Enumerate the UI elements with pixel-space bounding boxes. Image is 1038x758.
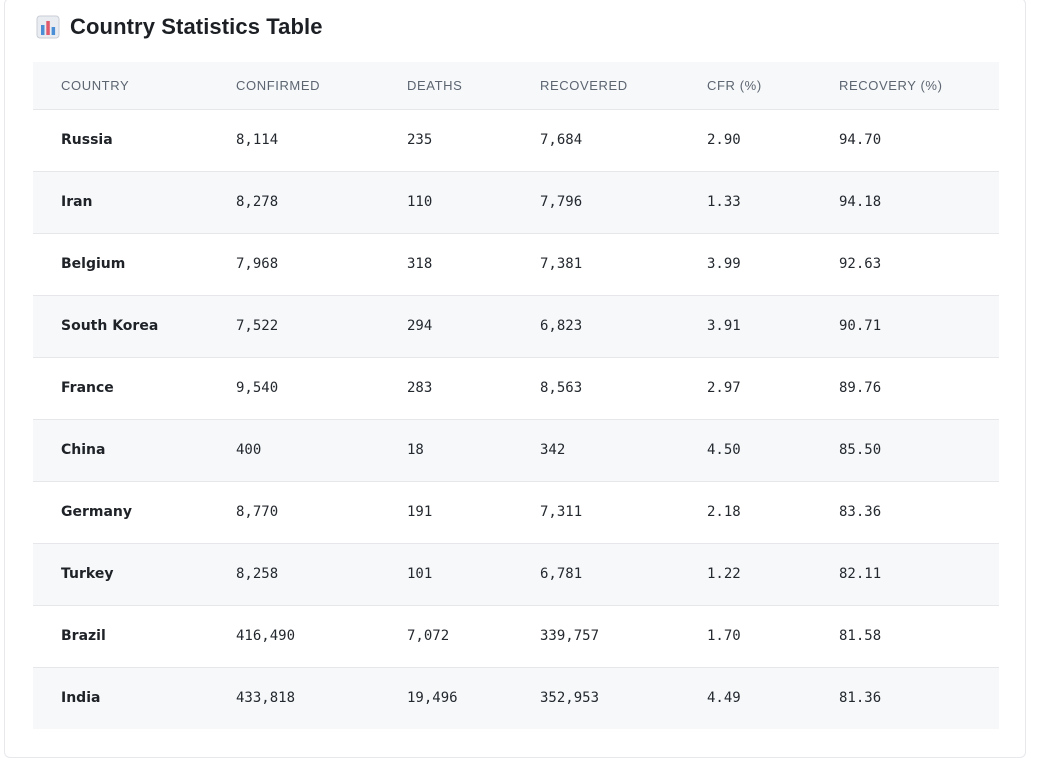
- country-cell: Germany: [33, 481, 236, 544]
- table-row[interactable]: Turkey 8,258 101 6,781 1.22 82.11: [33, 543, 999, 606]
- country-cell: Brazil: [33, 605, 236, 668]
- recovery-cell: 83.36: [839, 481, 999, 544]
- country-cell: Russia: [33, 109, 236, 172]
- recovered-cell: 6,823: [540, 295, 707, 358]
- deaths-cell: 294: [407, 295, 540, 358]
- cfr-cell: 4.50: [707, 419, 839, 482]
- recovery-cell: 81.36: [839, 690, 882, 706]
- column-header-deaths[interactable]: DEATHS: [407, 62, 540, 110]
- column-header-recovered[interactable]: RECOVERED: [540, 62, 707, 110]
- confirmed-cell: 8,114: [236, 109, 407, 172]
- recovery-cell: 94.70: [839, 109, 999, 172]
- confirmed-cell: 9,540: [236, 357, 407, 420]
- confirmed-cell: 8,258: [236, 543, 407, 606]
- recovered-cell: 6,781: [540, 543, 707, 606]
- deaths-cell: 235: [407, 109, 540, 172]
- country-cell: Belgium: [33, 233, 236, 296]
- bar-chart-icon: [36, 15, 60, 39]
- page-title: Country Statistics Table: [70, 14, 323, 39]
- table-row[interactable]: Brazil 416,490 7,072 339,757 1.70 81.58: [33, 605, 999, 668]
- title-row: Country Statistics Table: [36, 12, 323, 42]
- recovered-cell: 352,953: [540, 690, 600, 706]
- cfr-cell: 1.22: [707, 543, 839, 606]
- recovery-cell: 81.58: [839, 605, 999, 668]
- recovered-cell: 7,684: [540, 109, 707, 172]
- deaths-cell: 191: [407, 481, 540, 544]
- country-cell: Iran: [33, 171, 236, 234]
- confirmed-cell: 7,522: [236, 295, 407, 358]
- confirmed-cell: 7,968: [236, 233, 407, 296]
- table-row[interactable]: China 400 18 342 4.50 85.50: [33, 419, 999, 482]
- table-row[interactable]: Germany 8,770 191 7,311 2.18 83.36: [33, 481, 999, 544]
- confirmed-cell: 8,278: [236, 171, 407, 234]
- recovered-cell: 339,757: [540, 605, 707, 668]
- table-row[interactable]: Belgium 7,968 318 7,381 3.99 92.63: [33, 233, 999, 296]
- table-body: Russia 8,114 235 7,684 2.90 94.70 Iran 8,278 110…: [33, 109, 999, 729]
- recovery-cell: 85.50: [839, 419, 999, 482]
- cfr-cell: 3.91: [707, 295, 839, 358]
- deaths-cell: 18: [407, 419, 540, 482]
- column-header-cfr[interactable]: CFR (%): [707, 62, 839, 110]
- column-header-country[interactable]: COUNTRY: [33, 62, 236, 110]
- cfr-cell: 3.99: [707, 233, 839, 296]
- country-stats-table: COUNTRY CONFIRMED DEATHS RECOVERED CFR (…: [33, 62, 999, 729]
- column-header-recovery[interactable]: RECOVERY (%): [839, 62, 999, 110]
- confirmed-cell: 416,490: [236, 605, 407, 668]
- recovery-cell: 89.76: [839, 357, 999, 420]
- recovered-cell: 8,563: [540, 357, 707, 420]
- deaths-cell: 318: [407, 233, 540, 296]
- deaths-cell: 283: [407, 357, 540, 420]
- confirmed-cell: 433,818: [236, 690, 296, 706]
- table-row[interactable]: Iran 8,278 110 7,796 1.33 94.18: [33, 171, 999, 234]
- table-header-row: COUNTRY CONFIRMED DEATHS RECOVERED CFR (…: [33, 62, 999, 110]
- recovered-cell: 7,381: [540, 233, 707, 296]
- recovered-cell: 7,796: [540, 171, 707, 234]
- table-row[interactable]: India 433,818 19,496 352,953 4.49 81.36: [33, 667, 999, 729]
- cfr-cell: 2.18: [707, 481, 839, 544]
- country-cell: South Korea: [33, 295, 236, 358]
- table-row[interactable]: South Korea 7,522 294 6,823 3.91 90.71: [33, 295, 999, 358]
- recovery-cell: 82.11: [839, 543, 999, 606]
- country-cell: India: [61, 690, 101, 706]
- deaths-cell: 19,496: [407, 690, 458, 706]
- country-cell: France: [33, 357, 236, 420]
- cfr-cell: 1.70: [707, 605, 839, 668]
- column-header-confirmed[interactable]: CONFIRMED: [236, 62, 407, 110]
- deaths-cell: 101: [407, 543, 540, 606]
- confirmed-cell: 400: [236, 419, 407, 482]
- table-row[interactable]: Russia 8,114 235 7,684 2.90 94.70: [33, 109, 999, 172]
- recovery-cell: 92.63: [839, 233, 999, 296]
- recovered-cell: 342: [540, 419, 707, 482]
- country-cell: Turkey: [33, 543, 236, 606]
- deaths-cell: 110: [407, 171, 540, 234]
- cfr-cell: 2.90: [707, 109, 839, 172]
- cfr-cell: 1.33: [707, 171, 839, 234]
- recovery-cell: 94.18: [839, 171, 999, 234]
- cfr-cell: 2.97: [707, 357, 839, 420]
- confirmed-cell: 8,770: [236, 481, 407, 544]
- country-cell: China: [33, 419, 236, 482]
- recovery-cell: 90.71: [839, 295, 999, 358]
- table-row[interactable]: France 9,540 283 8,563 2.97 89.76: [33, 357, 999, 420]
- recovered-cell: 7,311: [540, 481, 707, 544]
- cfr-cell: 4.49: [707, 690, 741, 706]
- deaths-cell: 7,072: [407, 605, 540, 668]
